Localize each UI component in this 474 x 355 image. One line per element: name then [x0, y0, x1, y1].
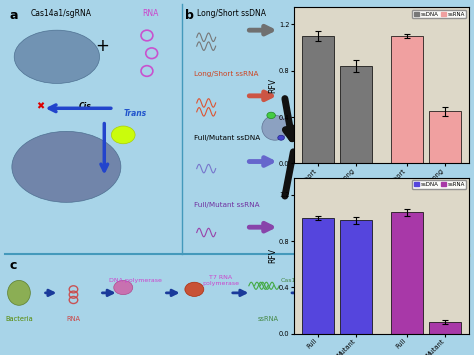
Text: Trans: Trans [123, 109, 146, 118]
Bar [340, 66, 372, 163]
Ellipse shape [185, 282, 204, 296]
Text: T7 RNA
polymerase: T7 RNA polymerase [202, 275, 239, 286]
Circle shape [111, 126, 135, 144]
Text: ✖: ✖ [36, 102, 45, 111]
Y-axis label: RFV: RFV [269, 248, 278, 263]
Ellipse shape [8, 280, 30, 305]
Ellipse shape [262, 115, 288, 140]
Text: c: c [9, 259, 17, 272]
Bar [429, 322, 461, 334]
Text: b: b [185, 9, 194, 22]
Bar [391, 212, 423, 334]
Bar [340, 220, 372, 334]
Circle shape [402, 269, 423, 285]
Ellipse shape [12, 131, 121, 202]
Text: Long/Short ssDNA: Long/Short ssDNA [197, 9, 266, 18]
Circle shape [278, 135, 284, 140]
Text: ssRNA: ssRNA [257, 316, 278, 322]
Text: Bacteria: Bacteria [5, 316, 33, 322]
Text: Cas14a1/sgRNA: Cas14a1/sgRNA [31, 9, 92, 18]
Circle shape [410, 317, 425, 329]
Legend: ssDNA, ssRNA: ssDNA, ssRNA [412, 180, 466, 189]
Legend: ssDNA, ssRNA: ssDNA, ssRNA [412, 10, 466, 18]
Circle shape [267, 112, 275, 119]
Text: Cas14a1/sgRNA: Cas14a1/sgRNA [281, 278, 330, 283]
Text: RNA: RNA [66, 316, 81, 322]
Bar [391, 36, 423, 163]
Bar [302, 36, 334, 163]
Circle shape [419, 308, 434, 320]
Text: +: + [95, 37, 109, 55]
Bar [429, 111, 461, 163]
Text: DNA polymerase: DNA polymerase [109, 278, 162, 283]
Text: Full/Mutant ssDNA: Full/Mutant ssDNA [194, 135, 261, 141]
Text: 492 nm: 492 nm [411, 252, 437, 258]
Text: 520 nm: 520 nm [445, 252, 470, 258]
Text: Cis: Cis [79, 102, 91, 111]
Text: Full/Mutant ssRNA: Full/Mutant ssRNA [194, 202, 260, 208]
Ellipse shape [14, 30, 100, 83]
Circle shape [421, 269, 442, 285]
Text: Long/Short ssRNA: Long/Short ssRNA [194, 71, 259, 77]
Ellipse shape [316, 277, 347, 302]
Circle shape [400, 308, 415, 320]
Y-axis label: RFV: RFV [269, 78, 278, 93]
Ellipse shape [114, 280, 133, 295]
Text: RNA: RNA [142, 9, 159, 18]
Bar [302, 218, 334, 334]
Text: a: a [9, 9, 18, 22]
Circle shape [411, 282, 432, 297]
